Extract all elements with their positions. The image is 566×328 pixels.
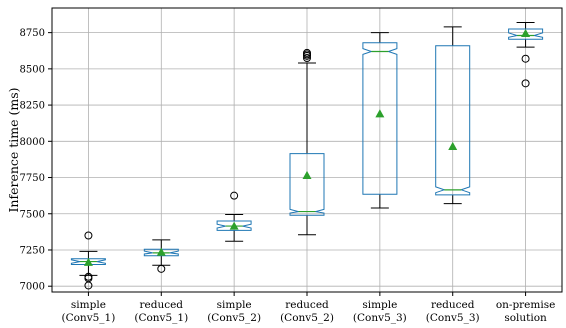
x-tick-label: simple (Conv5_3) — [353, 299, 407, 324]
box-1 — [70, 231, 106, 290]
mean-marker — [83, 257, 93, 266]
flier-point — [157, 264, 166, 273]
notched-box — [362, 42, 398, 195]
mean-marker — [448, 141, 458, 150]
x-tick-label-line: (Conv5_1) — [134, 312, 188, 324]
x-tick-label-line: simple — [362, 299, 397, 311]
box-3 — [216, 191, 252, 242]
flier-point — [303, 48, 311, 57]
mean-marker — [229, 221, 239, 230]
flier-point — [230, 191, 239, 200]
flier-point — [84, 231, 93, 240]
x-tick-label-line: reduced — [285, 299, 329, 311]
mean-marker — [521, 28, 531, 37]
x-tick-label-line: reduced — [431, 299, 475, 311]
y-tick-label: 8000 — [20, 137, 45, 148]
notched-box — [143, 248, 179, 257]
x-tick-label-line: solution — [504, 312, 547, 324]
y-tick-label: 7000 — [20, 282, 45, 293]
y-tick-label: 7250 — [20, 245, 45, 256]
notched-box — [70, 258, 106, 265]
y-axis-label: Inference time (ms) — [6, 87, 21, 212]
x-tick-label: simple (Conv5_1) — [61, 299, 115, 324]
x-tick-label-line: (Conv5_3) — [426, 312, 480, 324]
x-tick-label: reduced (Conv5_2) — [280, 299, 334, 324]
y-tick-label: 8500 — [20, 64, 45, 75]
mean-marker — [375, 109, 385, 118]
mean-marker — [302, 170, 312, 179]
box-4 — [289, 48, 325, 236]
flier-point — [303, 53, 311, 62]
x-tick-label: on-premise solution — [496, 299, 556, 324]
box-series — [70, 21, 544, 290]
x-tick-label: reduced (Conv5_1) — [134, 299, 188, 324]
mean-marker — [156, 247, 166, 256]
x-tick-label-line: reduced — [140, 299, 184, 311]
x-tick-label-line: (Conv5_3) — [353, 312, 407, 324]
x-axis-ticks: simple (Conv5_1)reduced (Conv5_1)simple (Co… — [61, 292, 555, 324]
x-tick-label-line: (Conv5_1) — [61, 312, 115, 324]
box-5 — [362, 32, 398, 209]
x-tick-label-line: simple — [217, 299, 252, 311]
y-axis-ticks: 7000 7250 7500 7750 8000 8250 8500 8750 — [20, 28, 52, 293]
y-tick-label: 8750 — [20, 28, 45, 39]
y-tick-label: 7500 — [20, 209, 45, 220]
notched-box — [508, 28, 544, 40]
box-6 — [435, 26, 471, 205]
flier-point — [521, 79, 530, 88]
box-2 — [143, 239, 179, 273]
y-tick-label: 8250 — [20, 101, 45, 112]
flier-point — [521, 54, 530, 63]
notched-box — [216, 220, 252, 231]
box-7 — [508, 21, 544, 88]
y-tick-label: 7750 — [20, 173, 45, 184]
x-tick-label-line: (Conv5_2) — [280, 312, 334, 324]
notched-box — [289, 153, 325, 216]
x-tick-label-line: (Conv5_2) — [207, 312, 261, 324]
x-tick-label: reduced (Conv5_3) — [426, 299, 480, 324]
x-tick-label: simple (Conv5_2) — [207, 299, 261, 324]
x-tick-label-line: on-premise — [496, 299, 556, 311]
x-tick-label-line: simple — [71, 299, 106, 311]
notched-box — [435, 45, 471, 196]
flier-point — [84, 281, 93, 290]
